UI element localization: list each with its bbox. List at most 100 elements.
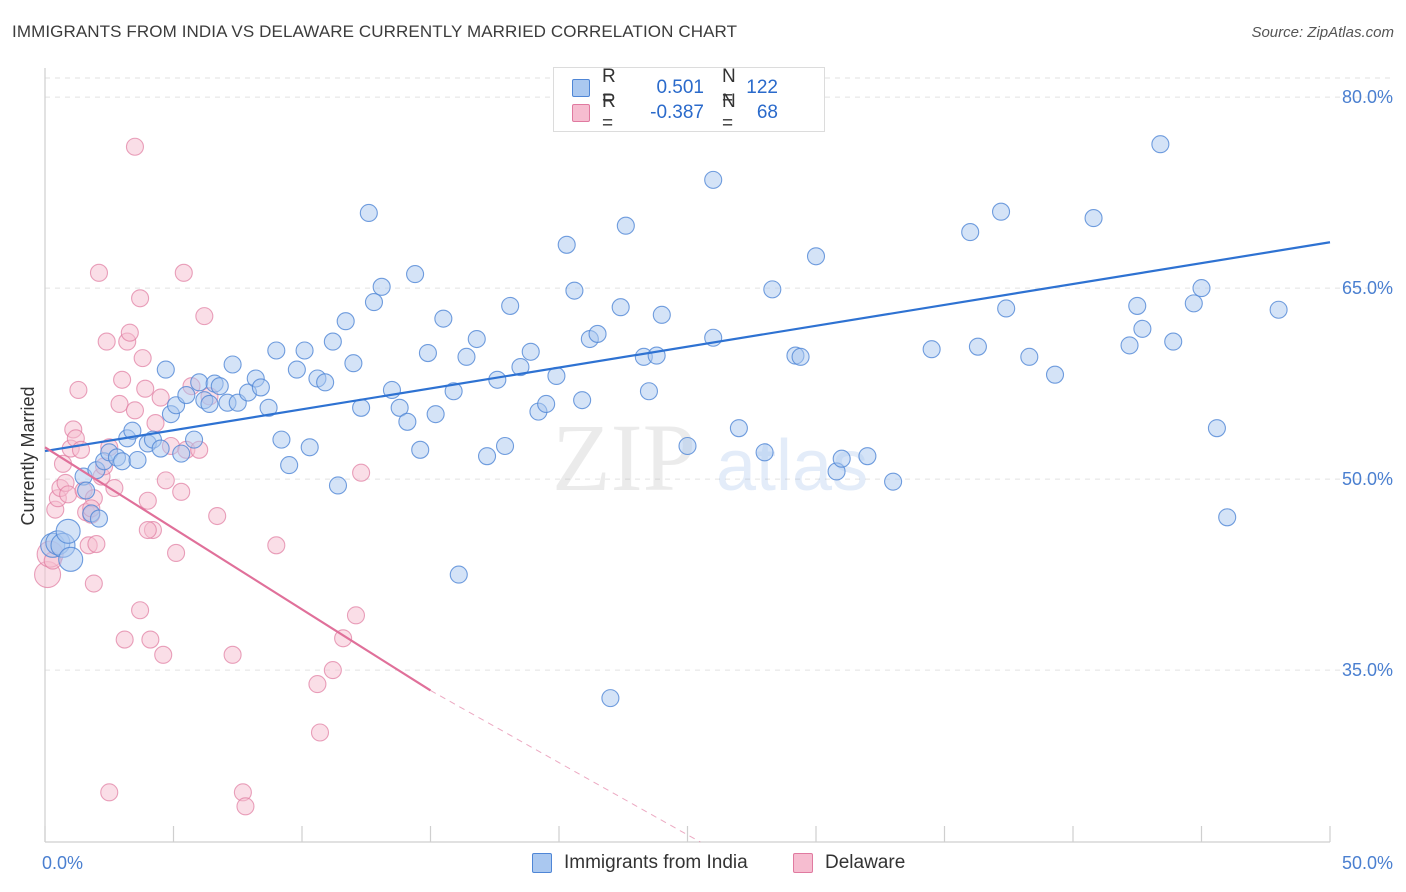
delaware-point xyxy=(172,482,191,501)
india-point xyxy=(573,391,592,410)
india-point xyxy=(1045,365,1065,384)
india-point xyxy=(77,481,96,500)
india-point xyxy=(704,170,723,189)
india-point xyxy=(316,373,335,392)
india-point xyxy=(588,324,607,343)
legend-label-india: Immigrants from India xyxy=(564,852,748,873)
india-point xyxy=(755,443,774,462)
legend-label-delaware: Delaware xyxy=(825,852,906,873)
india-point xyxy=(352,398,371,417)
delaware-point xyxy=(138,520,157,540)
india-point xyxy=(259,398,278,417)
india-point xyxy=(565,281,584,300)
delaware-point xyxy=(323,661,342,680)
india-point xyxy=(406,265,425,284)
india-point xyxy=(444,382,463,401)
india-point xyxy=(323,332,342,351)
y-tick-label: 65.0% xyxy=(1342,278,1393,298)
delaware-point xyxy=(133,349,152,368)
india-point xyxy=(223,355,242,374)
india-point xyxy=(156,360,175,379)
delaware-point xyxy=(69,380,88,400)
india-point xyxy=(1020,347,1039,366)
y-tick-label: 35.0% xyxy=(1342,660,1393,680)
delaware-point xyxy=(156,471,175,490)
india-point xyxy=(729,419,748,438)
india-point xyxy=(336,312,355,331)
india-point xyxy=(426,405,445,424)
delaware-point xyxy=(174,263,193,282)
y-tick-label: 50.0% xyxy=(1342,469,1393,489)
delaware-point xyxy=(223,645,242,664)
delaware-point xyxy=(89,263,109,282)
x-tick-label: 0.0% xyxy=(42,853,83,873)
r-label: R = xyxy=(602,91,616,134)
delaware-point xyxy=(131,601,150,620)
delaware-point xyxy=(131,289,150,308)
series-immigrants-from-india xyxy=(40,135,1288,708)
india-point xyxy=(364,293,384,312)
india-point xyxy=(1184,294,1203,313)
india-point xyxy=(449,565,468,584)
india-point xyxy=(372,277,391,296)
india-point xyxy=(200,394,219,414)
delaware-point xyxy=(113,370,132,389)
india-point xyxy=(858,447,877,466)
delaware-trend-line xyxy=(44,446,432,692)
legend-item-india[interactable]: Immigrants from India xyxy=(532,852,748,874)
india-point xyxy=(511,357,530,377)
delaware-point xyxy=(100,783,119,802)
delaware-point xyxy=(310,723,330,742)
india-point xyxy=(1218,508,1237,527)
india-point xyxy=(267,341,286,360)
delaware-point xyxy=(352,463,371,482)
india-point xyxy=(991,202,1011,221)
x-tick-label: 50.0% xyxy=(1342,853,1393,873)
india-point xyxy=(791,347,810,366)
tick-labels: 35.0% 50.0% 65.0% 80.0% 0.0% 50.0% xyxy=(42,87,1393,873)
delaware-point xyxy=(208,506,227,526)
delaware-point xyxy=(136,379,155,398)
india-point xyxy=(177,386,196,405)
india-point xyxy=(344,354,363,373)
stats-legend: R = 0.501 N = 122 R = -0.387 N = 68 xyxy=(553,66,825,134)
delaware-point xyxy=(110,394,129,414)
india-point xyxy=(55,518,81,544)
india-point xyxy=(961,223,980,242)
n-label: N = xyxy=(722,66,736,109)
india-point xyxy=(616,216,635,235)
y-axis-label: Currently Married xyxy=(18,386,38,525)
india-point xyxy=(1128,296,1147,315)
watermark: ZIP atlas xyxy=(552,404,868,511)
delaware-legend-swatch xyxy=(793,853,813,873)
india-trend-line xyxy=(44,241,1331,453)
delaware-point xyxy=(141,630,160,649)
india-point xyxy=(639,382,659,401)
india-point xyxy=(123,421,142,440)
india-point xyxy=(884,472,903,491)
india-point xyxy=(89,509,109,528)
n-value: 68 xyxy=(756,102,778,123)
stats-row-india: R = 0.501 N = 122 xyxy=(572,66,778,109)
india-point xyxy=(58,546,84,572)
delaware-point xyxy=(346,606,366,625)
india-point xyxy=(1192,279,1211,298)
series-legend: Immigrants from India Delaware xyxy=(0,852,1406,878)
r-value: 0.501 xyxy=(656,77,704,98)
india-point xyxy=(521,342,540,361)
delaware-point xyxy=(334,629,353,648)
delaware-point xyxy=(167,543,186,563)
legend-item-delaware[interactable]: Delaware xyxy=(793,852,905,874)
india-point xyxy=(185,430,204,449)
india-point xyxy=(968,337,987,356)
delaware-point xyxy=(151,388,170,407)
india-point xyxy=(1151,135,1170,154)
source-label: Source: ZipAtlas.com xyxy=(1251,24,1394,41)
india-point xyxy=(495,436,515,456)
india-point xyxy=(210,377,229,396)
india-point xyxy=(1164,332,1183,351)
india-swatch xyxy=(572,79,590,97)
india-point xyxy=(997,299,1016,318)
delaware-point xyxy=(236,797,255,816)
